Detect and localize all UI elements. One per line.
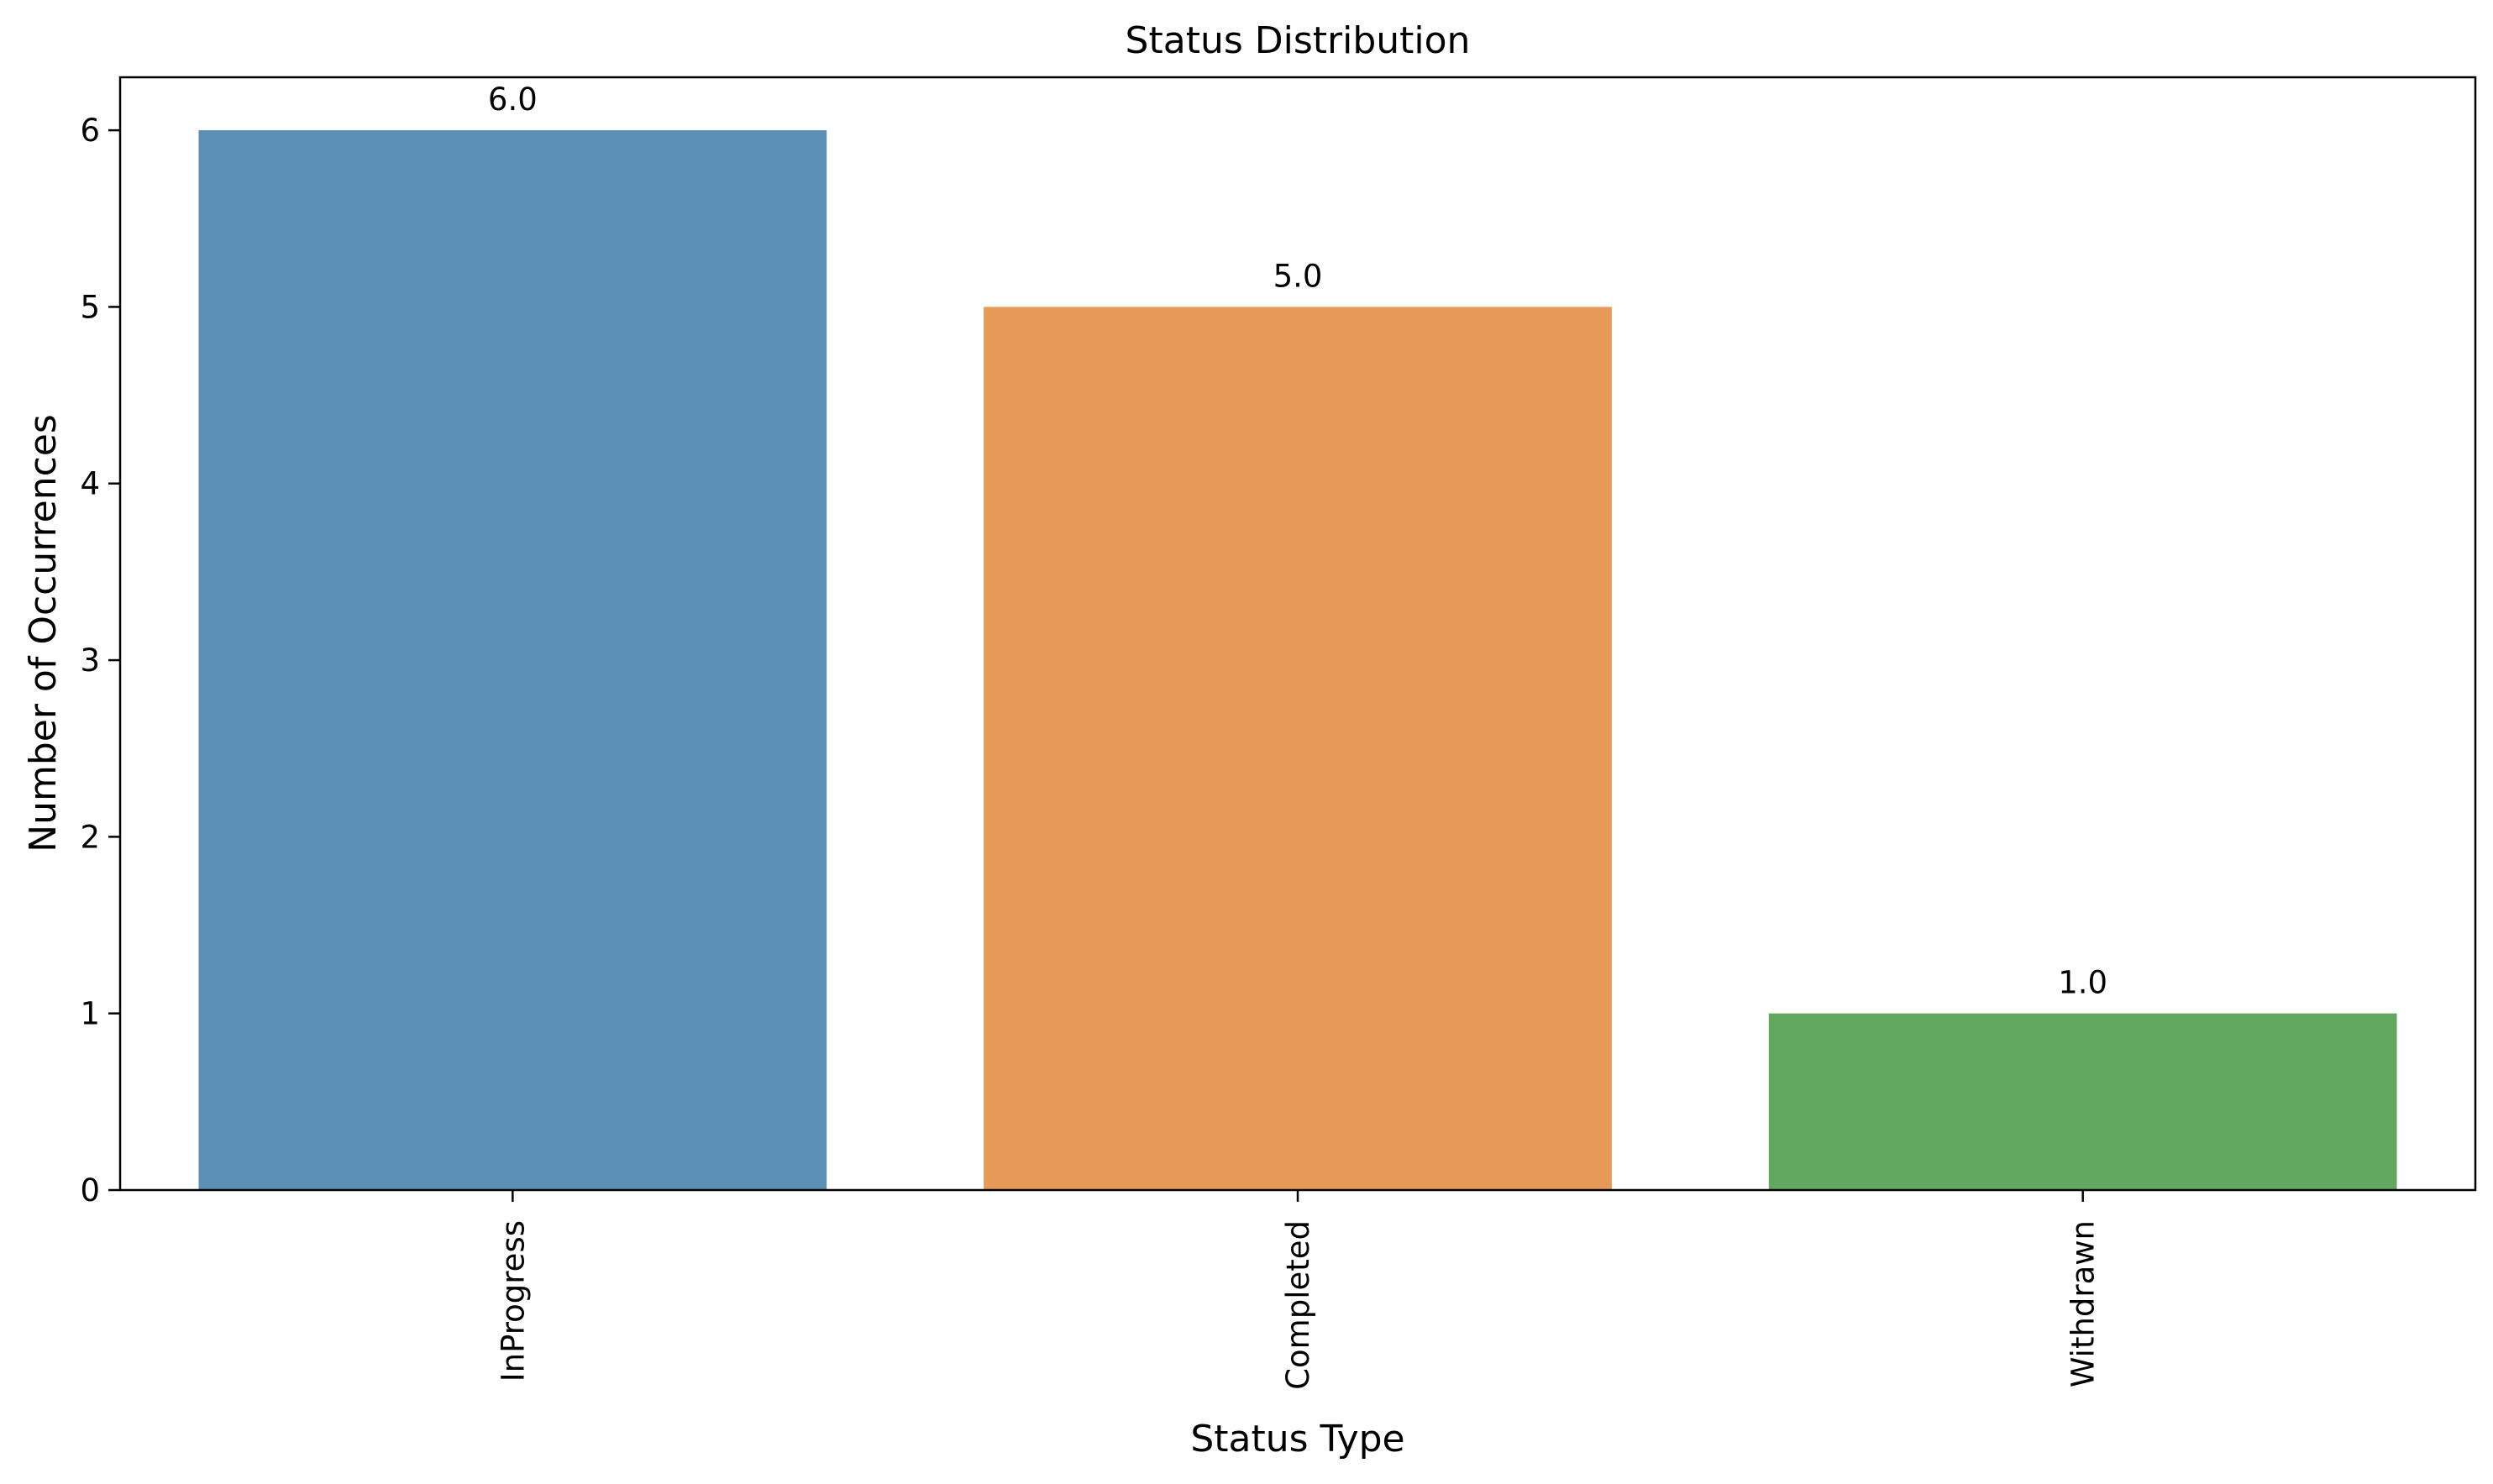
x-tick-label: Completed	[1280, 1220, 1316, 1390]
bar-value-label: 6.0	[488, 81, 538, 118]
y-tick-label: 5	[80, 289, 100, 325]
bar-completed	[984, 307, 1612, 1190]
y-tick-label: 0	[80, 1172, 100, 1209]
chart-title: Status Distribution	[1126, 19, 1471, 62]
bar-withdrawn	[1769, 1014, 2397, 1190]
y-tick-label: 3	[80, 642, 100, 679]
y-axis-label: Number of Occurrences	[22, 414, 65, 852]
x-axis-label: Status Type	[1190, 1418, 1404, 1460]
bar-inprogress	[198, 130, 827, 1190]
bar-value-label: 5.0	[1273, 258, 1323, 294]
bars: 6.0 5.0 1.0	[198, 81, 2396, 1190]
y-tick-label: 1	[80, 996, 100, 1032]
x-tick-label: InProgress	[495, 1220, 531, 1382]
y-tick-label: 4	[80, 466, 100, 502]
x-axis-ticks: InProgress Completed Withdrawn	[495, 1190, 2101, 1390]
x-tick-label: Withdrawn	[2065, 1220, 2102, 1387]
y-tick-label: 2	[80, 819, 100, 855]
bar-value-label: 1.0	[2058, 965, 2107, 1001]
y-tick-label: 6	[80, 113, 100, 149]
y-axis-ticks: 0 1 2 3 4 5 6	[80, 113, 120, 1209]
